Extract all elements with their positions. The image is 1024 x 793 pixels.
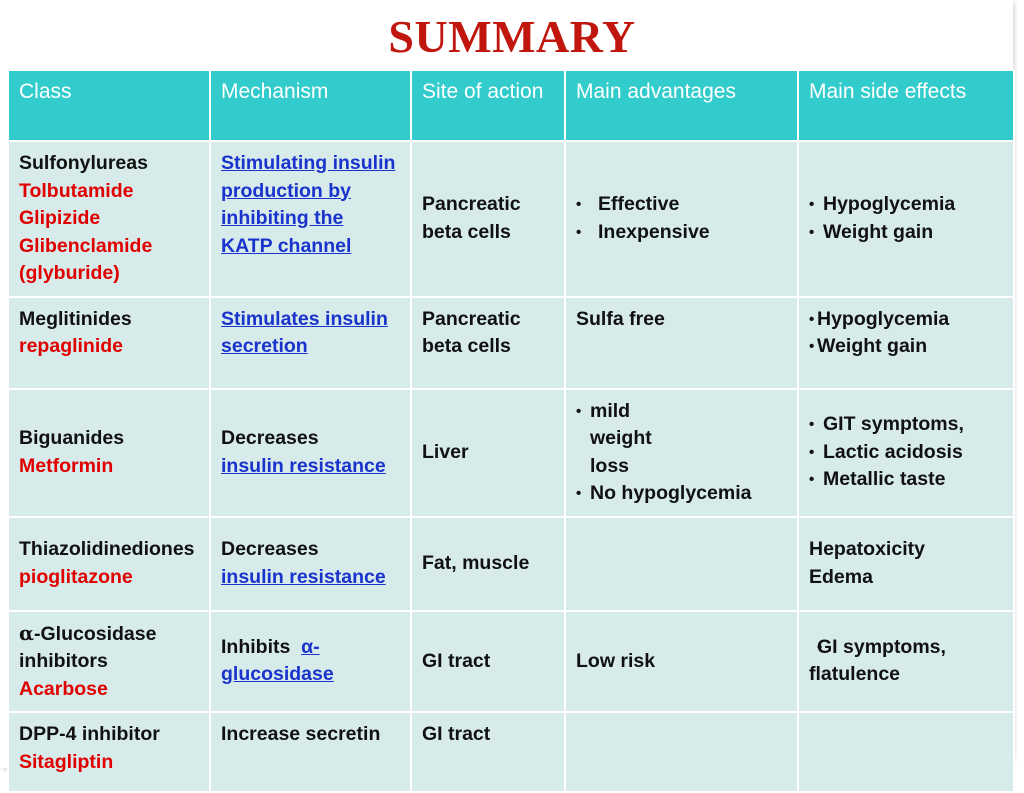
mechanism-cell: Inhibits α-glucosidase (209, 609, 412, 713)
class-cell: α-Glucosidase inhibitors Acarbose (7, 609, 211, 713)
advantage-item: Effective (576, 191, 787, 219)
side-effect-item: Weight gain (809, 333, 1003, 361)
advantages-cell: mild weight loss No hypoglycemia (564, 387, 799, 518)
side-effect-item: Lactic acidosis (809, 439, 1003, 467)
side-effects-cell: Hepatoxicity Edema (797, 515, 1015, 612)
side-effect-line: Hepatoxicity (809, 538, 925, 560)
summary-table: Class Mechanism Site of action Main adva… (7, 69, 1015, 793)
header-main-side-effects: Main side effects (797, 69, 1015, 142)
advantage-item: No hypoglycemia (576, 480, 787, 508)
mechanism-cell: Decreases insulin resistance (209, 387, 412, 518)
side-effect-item: Hypoglycemia (809, 191, 1003, 219)
advantages-cell: Low risk (564, 609, 799, 713)
table-row: Sulfonylureas Tolbutamide Glipizide Glib… (7, 140, 1015, 298)
advantages-cell (564, 515, 799, 612)
class-name: Meglitinides (19, 307, 132, 330)
header-class: Class (7, 69, 211, 142)
drug-name: repaglinide (19, 335, 124, 357)
side-effect-item: Metallic taste (809, 466, 1003, 494)
drug-name: pioglitazone (19, 565, 133, 588)
drug-name: Glibenclamide (glyburide) (19, 234, 153, 285)
class-cell: DPP-4 inhibitor Sitagliptin (7, 711, 211, 793)
table-row: Biguanides Metformin Decreases insulin r… (7, 387, 1015, 518)
mechanism-text: Inhibits (221, 635, 291, 658)
table-row: α-Glucosidase inhibitors Acarbose Inhibi… (7, 609, 1015, 713)
class-cell: Sulfonylureas Tolbutamide Glipizide Glib… (7, 140, 211, 298)
advantages-cell: Sulfa free (564, 295, 799, 390)
mechanism-text: Decreases (221, 538, 319, 560)
mechanism-cell: Stimulating insulin production by inhibi… (209, 140, 412, 298)
slide: SUMMARY Class Mechanism Site of action M… (0, 0, 1013, 768)
drug-name: Tolbutamide (19, 179, 134, 202)
class-name: α-Glucosidase inhibitors (19, 620, 199, 676)
side-effects-cell: GIT symptoms, Lactic acidosis Metallic t… (797, 387, 1015, 518)
drug-name: Sitagliptin (19, 750, 114, 773)
header-site-of-action: Site of action (410, 69, 566, 142)
side-effects-cell: GI symptoms, flatulence (797, 609, 1015, 713)
drug-name: Acarbose (19, 677, 108, 700)
header-mechanism: Mechanism (209, 69, 412, 142)
header-main-advantages: Main advantages (564, 69, 799, 142)
mechanism-link[interactable]: Stimulating insulin production by inhibi… (221, 152, 396, 257)
side-effect-item: Hypoglycemia (809, 306, 1003, 334)
mechanism-link[interactable]: insulin resistance (221, 565, 386, 588)
class-name: Biguanides (19, 427, 125, 449)
class-cell: Thiazolidinediones pioglitazone (7, 515, 211, 612)
side-effects-cell: Hypoglycemia Weight gain (797, 295, 1015, 390)
class-cell: Meglitinides repaglinide (7, 295, 211, 390)
side-effect-item: Weight gain (809, 219, 1003, 247)
advantages-cell (564, 711, 799, 793)
header-row: Class Mechanism Site of action Main adva… (7, 69, 1015, 142)
alpha-symbol: α (19, 621, 35, 645)
mechanism-text: Decreases (221, 427, 319, 449)
drug-name: Metformin (19, 454, 114, 477)
mechanism-cell: Increase secretin (209, 711, 412, 793)
side-effects-cell (797, 711, 1015, 793)
site-cell: Pancreatic beta cells (410, 140, 566, 298)
mechanism-cell: Decreases insulin resistance (209, 515, 412, 612)
mechanism-cell: Stimulates insulin secretion (209, 295, 412, 390)
table-row: Meglitinides repaglinide Stimulates insu… (7, 295, 1015, 390)
class-name-text: -Glucosidase inhibitors (19, 622, 157, 673)
site-cell: Liver (410, 387, 566, 518)
class-name: Sulfonylureas (19, 152, 148, 174)
table-row: Thiazolidinediones pioglitazone Decrease… (7, 515, 1015, 612)
site-cell: GI tract (410, 609, 566, 713)
site-cell: GI tract (410, 711, 566, 793)
advantage-item: mild weight loss (576, 398, 787, 481)
mechanism-link[interactable]: Stimulates insulin secretion (221, 307, 388, 358)
class-name: Thiazolidinediones (19, 538, 195, 560)
side-effects-cell: Hypoglycemia Weight gain (797, 140, 1015, 298)
mechanism-link[interactable]: insulin resistance (221, 454, 386, 477)
slide-title: SUMMARY (388, 11, 636, 62)
drug-name: Glipizide (19, 207, 101, 229)
table-row: DPP-4 inhibitor Sitagliptin Increase sec… (7, 711, 1015, 793)
side-effect-item: GI symptoms, flatulence (809, 634, 1003, 689)
advantage-item: Inexpensive (576, 219, 787, 247)
side-effect-item: GIT symptoms, (809, 411, 1003, 439)
class-name: DPP-4 inhibitor (19, 723, 160, 745)
mechanism-link[interactable]: α-glucosidase (221, 635, 334, 686)
advantages-cell: Effective Inexpensive (564, 140, 799, 298)
side-effect-line: Edema (809, 565, 873, 588)
site-cell: Fat, muscle (410, 515, 566, 612)
site-cell: Pancreatic beta cells (410, 295, 566, 390)
class-cell: Biguanides Metformin (7, 387, 211, 518)
